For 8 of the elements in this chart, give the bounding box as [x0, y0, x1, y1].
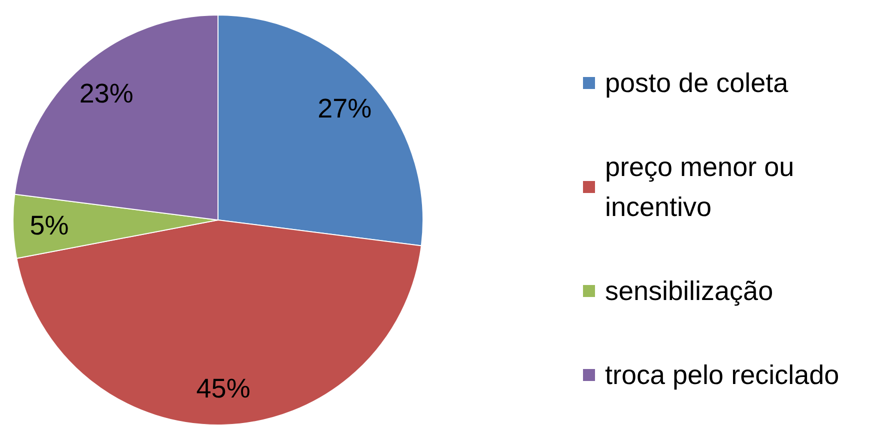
- legend-label: sensibilização: [605, 276, 774, 306]
- data-label: 5%: [30, 210, 69, 240]
- legend-label: preço menor ou incentivo: [605, 152, 802, 222]
- legend-label: posto de coleta: [605, 68, 790, 98]
- data-label: 45%: [196, 374, 250, 404]
- data-label: 27%: [318, 93, 372, 124]
- data-label: 23%: [79, 78, 134, 108]
- legend-label: troca pelo reciclado: [605, 360, 840, 390]
